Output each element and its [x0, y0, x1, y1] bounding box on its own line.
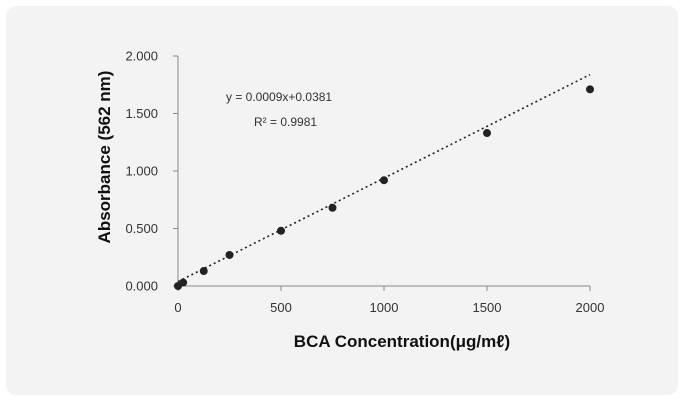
data-point [328, 203, 337, 212]
x-tick-label: 2000 [576, 300, 605, 315]
r-squared-label: R² = 0.9981 [254, 115, 317, 129]
x-tick-label: 0 [174, 300, 181, 315]
data-point [483, 129, 491, 138]
data-point [179, 278, 188, 287]
x-tick-label: 1000 [370, 300, 399, 315]
y-tick-label: 0.000 [125, 279, 158, 294]
x-axis-title: BCA Concentration(μg/mℓ) [294, 332, 510, 351]
data-point [380, 176, 388, 185]
y-ticks: 0.000 0.500 1.000 1.500 2.000 [125, 49, 178, 294]
x-tick-label: 500 [270, 300, 292, 315]
data-points [174, 85, 594, 290]
y-tick-label: 1.500 [125, 106, 158, 121]
y-tick-label: 2.000 [125, 49, 158, 64]
chart-panel [6, 6, 678, 395]
y-tick-label: 1.000 [125, 164, 158, 179]
y-axis-title: Absorbance (562 nm) [95, 71, 114, 244]
x-tick-label: 1500 [473, 300, 502, 315]
data-point [225, 250, 234, 259]
x-ticks: 0 500 1000 1500 2000 [174, 286, 604, 315]
trendline-equation: y = 0.0009x+0.0381 [226, 90, 332, 104]
data-point [277, 226, 285, 235]
data-point [199, 267, 208, 276]
y-tick-label: 0.500 [125, 221, 158, 236]
data-point [586, 85, 594, 94]
